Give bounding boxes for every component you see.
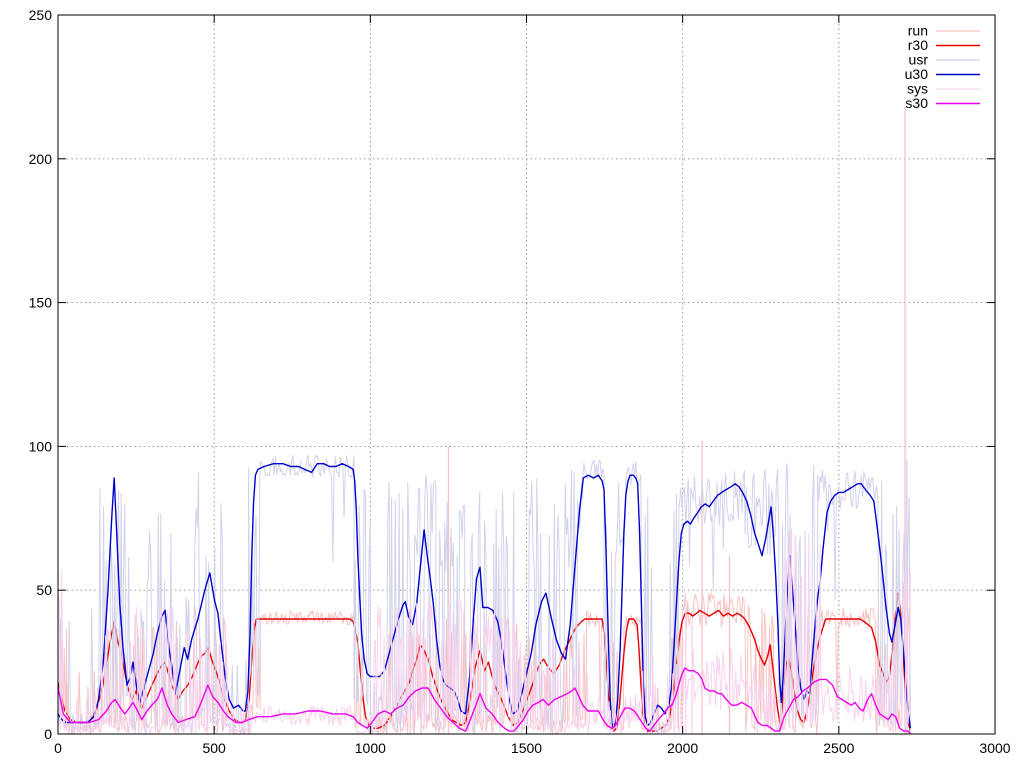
x-tick-label: 500 xyxy=(202,740,226,756)
y-tick-label: 150 xyxy=(29,295,53,311)
y-tick-label: 0 xyxy=(44,726,52,742)
x-tick-label: 0 xyxy=(54,740,62,756)
series-line-u30 xyxy=(57,463,912,729)
series-s30 xyxy=(57,667,912,735)
legend-label-r30: r30 xyxy=(908,37,928,53)
y-tick-label: 250 xyxy=(29,7,53,23)
x-tick-label: 2000 xyxy=(667,740,698,756)
legend-label-usr: usr xyxy=(909,52,929,68)
legend-label-u30: u30 xyxy=(905,66,929,82)
series-line-sys xyxy=(57,528,911,735)
grid xyxy=(58,15,995,734)
x-tick-label: 2500 xyxy=(823,740,854,756)
legend-label-run: run xyxy=(908,23,928,39)
axis-labels: 0 500 1000 1500 2000 2500 3000 0 50 100 150 200 250 xyxy=(29,7,1011,756)
axes xyxy=(57,14,996,735)
x-tick-label: 1500 xyxy=(511,740,542,756)
y-tick-label: 50 xyxy=(36,582,52,598)
x-tick-label: 1000 xyxy=(355,740,386,756)
series-u30 xyxy=(57,463,912,729)
series-line-s30 xyxy=(57,667,912,735)
plot-border xyxy=(57,14,996,735)
x-tick-label: 3000 xyxy=(979,740,1010,756)
legend-label-sys: sys xyxy=(907,81,928,97)
y-tick-label: 200 xyxy=(29,151,53,167)
legend-label-s30: s30 xyxy=(905,95,928,111)
y-tick-label: 100 xyxy=(29,438,53,454)
